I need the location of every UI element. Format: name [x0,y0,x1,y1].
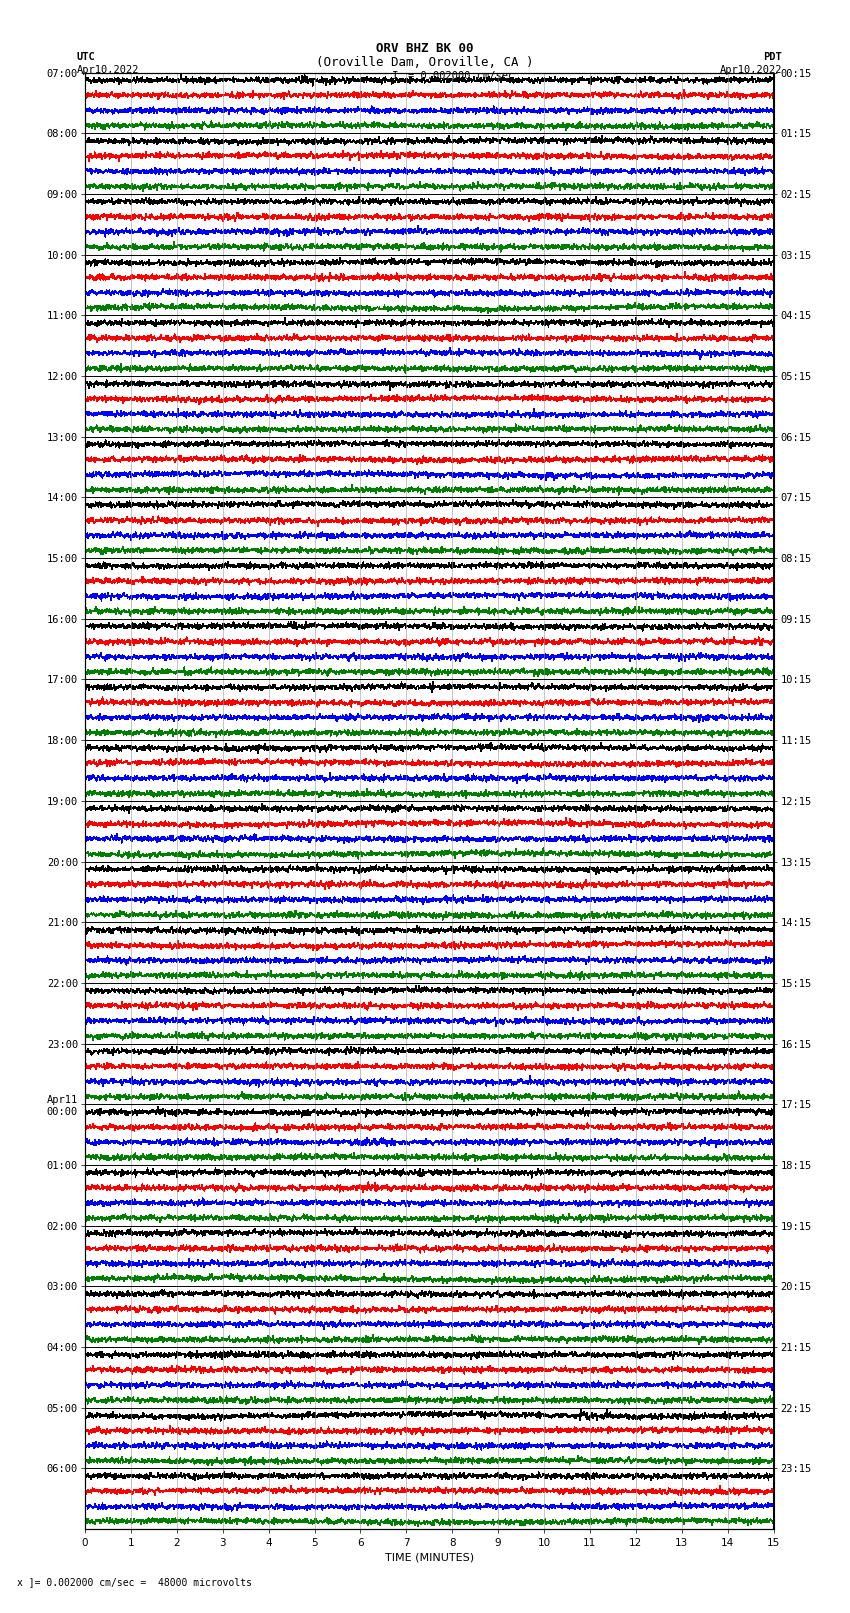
Text: (Oroville Dam, Oroville, CA ): (Oroville Dam, Oroville, CA ) [316,56,534,69]
Text: = 0.002000 cm/sec: = 0.002000 cm/sec [408,71,514,81]
Text: I: I [392,71,399,81]
Text: PDT: PDT [763,52,782,61]
X-axis label: TIME (MINUTES): TIME (MINUTES) [385,1552,473,1563]
Text: ORV BHZ BK 00: ORV BHZ BK 00 [377,42,473,55]
Text: x ]= 0.002000 cm/sec =  48000 microvolts: x ]= 0.002000 cm/sec = 48000 microvolts [17,1578,252,1587]
Text: UTC: UTC [76,52,95,61]
Text: Apr10,2022: Apr10,2022 [76,65,139,74]
Text: Apr10,2022: Apr10,2022 [719,65,782,74]
